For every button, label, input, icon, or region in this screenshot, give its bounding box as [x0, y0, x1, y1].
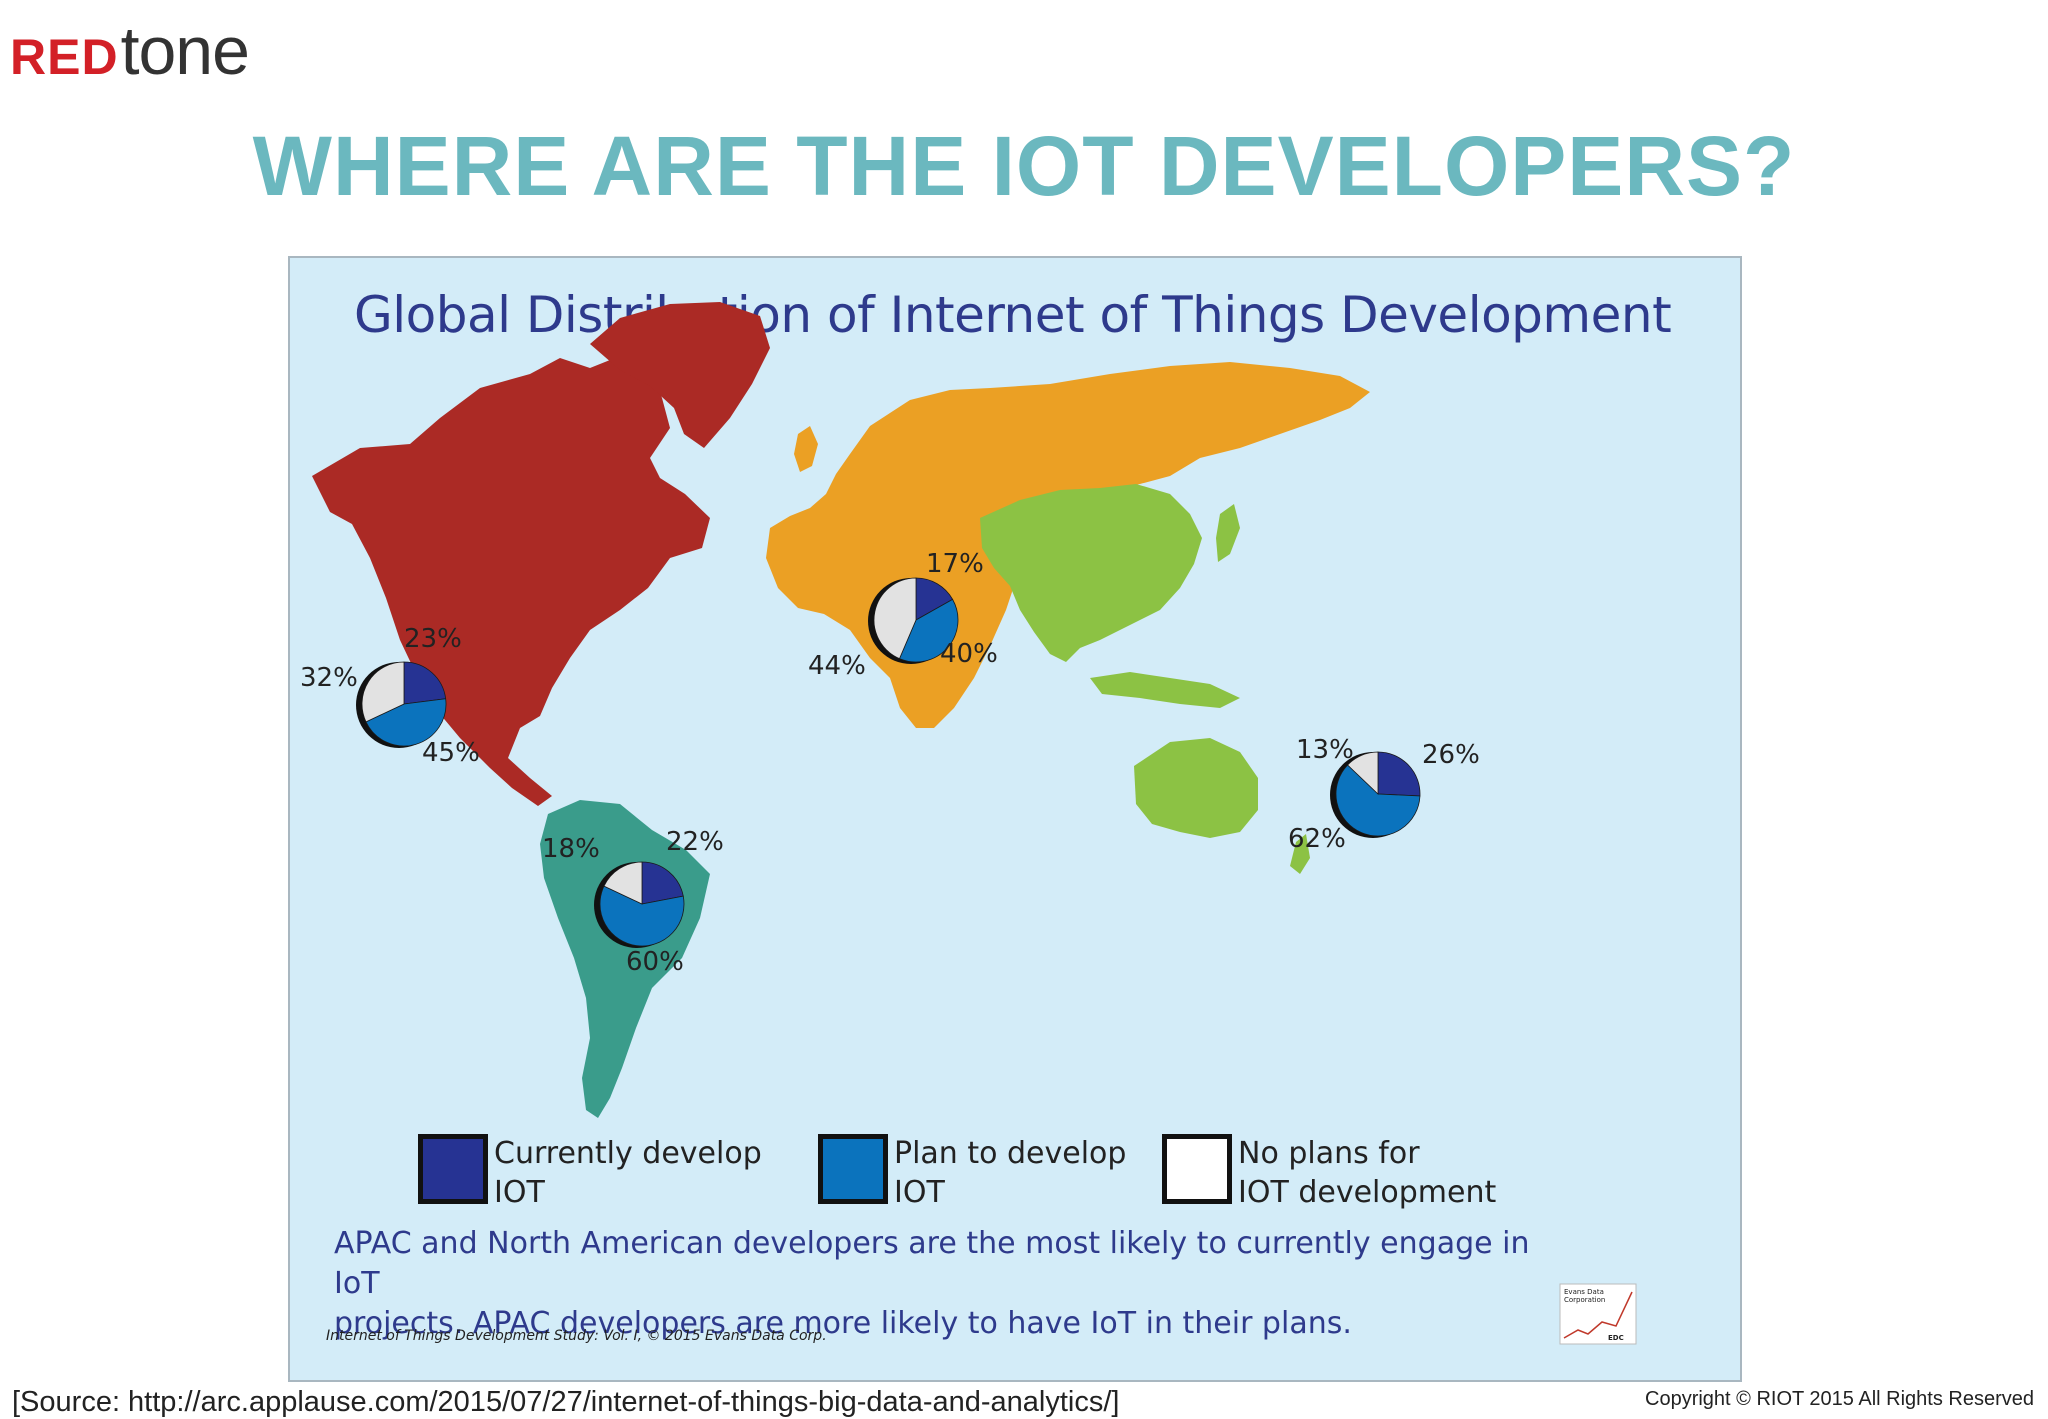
world-map: 23% 45% 32% 22% 60% 18% 17% 40% 44% 26% … — [300, 302, 1480, 1118]
pie-slice-none — [603, 861, 643, 905]
region-new-zealand — [1290, 834, 1310, 874]
pie-label-na-plan: 45% — [422, 738, 480, 768]
map-panel: Global Distribution of Internet of Thing… — [288, 256, 1742, 1382]
legend-current-line2: IOT — [494, 1175, 545, 1210]
pie-label-sa-none: 18% — [542, 834, 600, 864]
pie-south-america — [594, 861, 685, 948]
pie-label-apac-plan: 62% — [1288, 824, 1346, 854]
pie-slice-none — [873, 577, 917, 660]
pie-slice-plan — [599, 885, 685, 947]
pie-slice-current — [1377, 751, 1421, 797]
page-headline: WHERE ARE THE IOT DEVELOPERS? — [252, 119, 1796, 213]
pie-slice-plan — [1335, 764, 1421, 837]
legend-plan-to-develop: Plan to develop IOT — [818, 1134, 1126, 1212]
legend-plan-line2: IOT — [894, 1175, 945, 1210]
redtone-logo: RED tone — [10, 12, 250, 89]
pie-apac — [1330, 751, 1421, 838]
region-australia — [1134, 738, 1258, 838]
logo-tone-part: tone — [120, 13, 250, 89]
caption-line1: APAC and North American developers are t… — [334, 1226, 1530, 1301]
legend-plan-line1: Plan to develop — [894, 1136, 1127, 1171]
legend-text-current: Currently develop IOT — [494, 1134, 762, 1212]
pie-slice-plan — [898, 598, 959, 663]
evans-data-logo: Evans Data Corporation EDC — [1559, 1283, 1637, 1345]
legend-text-plan: Plan to develop IOT — [894, 1134, 1126, 1212]
pie-slice-none — [1347, 751, 1379, 795]
pie-north-america — [356, 661, 447, 748]
region-japan — [1216, 504, 1240, 562]
legend-text-none: No plans for IOT development — [1238, 1134, 1496, 1212]
legend-current-line1: Currently develop — [494, 1136, 762, 1171]
pie-label-emea-current: 17% — [926, 549, 984, 579]
region-greenland — [590, 302, 770, 448]
pie-emea — [868, 577, 959, 664]
edc-mark: EDC — [1608, 1334, 1624, 1342]
logo-red-part: RED — [10, 29, 119, 85]
pie-slice-current — [403, 661, 447, 705]
region-north-america — [312, 356, 710, 806]
region-indonesia — [1090, 672, 1240, 708]
legend-swatch-current — [418, 1134, 488, 1204]
pie-label-emea-none: 44% — [808, 651, 866, 681]
legend-none-line1: No plans for — [1238, 1136, 1420, 1171]
pie-slice-none — [361, 661, 405, 723]
pie-label-na-current: 23% — [404, 624, 462, 654]
pie-label-na-none: 32% — [300, 663, 358, 693]
pie-slice-plan — [365, 698, 447, 747]
edc-line1: Evans Data — [1564, 1288, 1604, 1296]
pie-label-apac-none: 13% — [1296, 735, 1354, 765]
map-title: Global Distribution of Internet of Thing… — [354, 286, 1672, 344]
legend-currently-develop: Currently develop IOT — [418, 1134, 762, 1212]
region-apac — [980, 484, 1202, 662]
legend-swatch-plan — [818, 1134, 888, 1204]
source-citation: [Source: http://arc.applause.com/2015/07… — [12, 1386, 1120, 1418]
edc-line2: Corporation — [1564, 1296, 1605, 1304]
legend-none-line2: IOT development — [1238, 1175, 1497, 1210]
pie-label-emea-plan: 40% — [940, 639, 998, 669]
pie-label-sa-plan: 60% — [626, 947, 684, 977]
map-caption: APAC and North American developers are t… — [334, 1224, 1584, 1344]
copyright-notice: Copyright © RIOT 2015 All Rights Reserve… — [1645, 1388, 2034, 1410]
region-uk — [794, 426, 818, 472]
pie-label-apac-current: 26% — [1422, 740, 1480, 770]
legend-swatch-none — [1162, 1134, 1232, 1204]
legend-no-plans: No plans for IOT development — [1162, 1134, 1496, 1212]
pie-slice-current — [641, 861, 684, 905]
study-note: Internet of Things Development Study: Vo… — [326, 1328, 827, 1344]
pie-label-sa-current: 22% — [666, 827, 724, 857]
pie-slice-current — [915, 577, 954, 621]
caption-line2: projects. APAC developers are more likel… — [334, 1306, 1352, 1341]
